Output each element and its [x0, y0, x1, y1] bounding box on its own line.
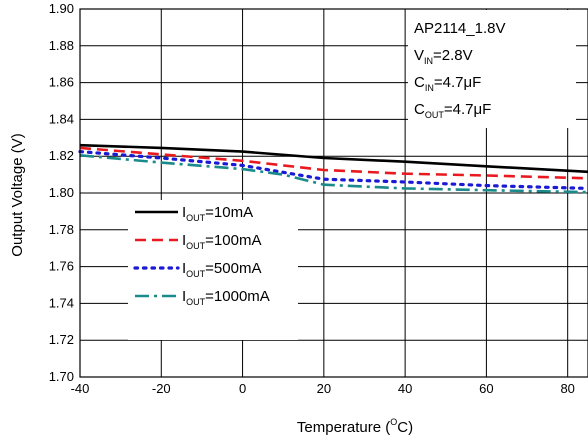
- series-line: [78, 150, 588, 190]
- y-tick-label: 1.80: [49, 185, 74, 200]
- x-axis-title: Temperature (OC): [297, 417, 413, 436]
- legend-label: IOUT=1000mA: [182, 288, 270, 307]
- x-tick-label: 20: [317, 381, 331, 396]
- legend-label: IOUT=10mA: [182, 204, 253, 223]
- series-line: [79, 154, 588, 194]
- y-tick-label: 1.82: [49, 148, 74, 163]
- y-tick-label: 1.84: [49, 111, 74, 126]
- plot-frame: [79, 8, 588, 378]
- y-tick-label: 1.70: [49, 369, 74, 384]
- x-tick-label: 40: [398, 381, 412, 396]
- y-tick-label: 1.74: [49, 295, 74, 310]
- legend-background: [128, 200, 298, 340]
- series-line: [79, 146, 588, 180]
- condition-line: COUT=4.7μF: [414, 101, 491, 120]
- x-tick-label: -40: [71, 381, 90, 396]
- series-line: [79, 143, 588, 174]
- legend-label: IOUT=100mA: [182, 232, 261, 251]
- legend-label: IOUT=500mA: [182, 260, 261, 279]
- y-axis-title: Output Voltage (V): [9, 133, 26, 256]
- y-tick-label: 1.90: [49, 1, 74, 16]
- y-tick-label: 1.86: [49, 75, 74, 90]
- condition-line: AP2114_1.8V: [414, 20, 505, 37]
- condition-line: VIN=2.8V: [414, 47, 473, 66]
- x-tick-label: 60: [479, 381, 493, 396]
- conditions-box: AP2114_1.8V VIN=2.8V CIN=4.7μF COUT=4.7μ…: [408, 10, 576, 128]
- x-tick-labels: -40 -20 0 20 40 60 80: [71, 381, 575, 396]
- y-tick-label: 1.76: [49, 259, 74, 274]
- condition-line: CIN=4.7μF: [414, 74, 481, 93]
- x-tick-label: -20: [152, 381, 171, 396]
- plot-series: [78, 143, 588, 194]
- conditions-box-background: [408, 10, 576, 128]
- y-tick-label: 1.88: [49, 38, 74, 53]
- x-tick-label: 80: [560, 381, 574, 396]
- y-tick-label: 1.78: [49, 222, 74, 237]
- x-tick-label: 0: [239, 381, 246, 396]
- y-tick-labels: 1.70 1.72 1.74 1.76 1.78 1.80 1.82 1.84 1.86 1.88…: [49, 1, 74, 384]
- legend: IOUT=10mA IOUT=100mA IOUT=500mA IOUT=1000mA: [128, 200, 298, 340]
- y-tick-label: 1.72: [49, 332, 74, 347]
